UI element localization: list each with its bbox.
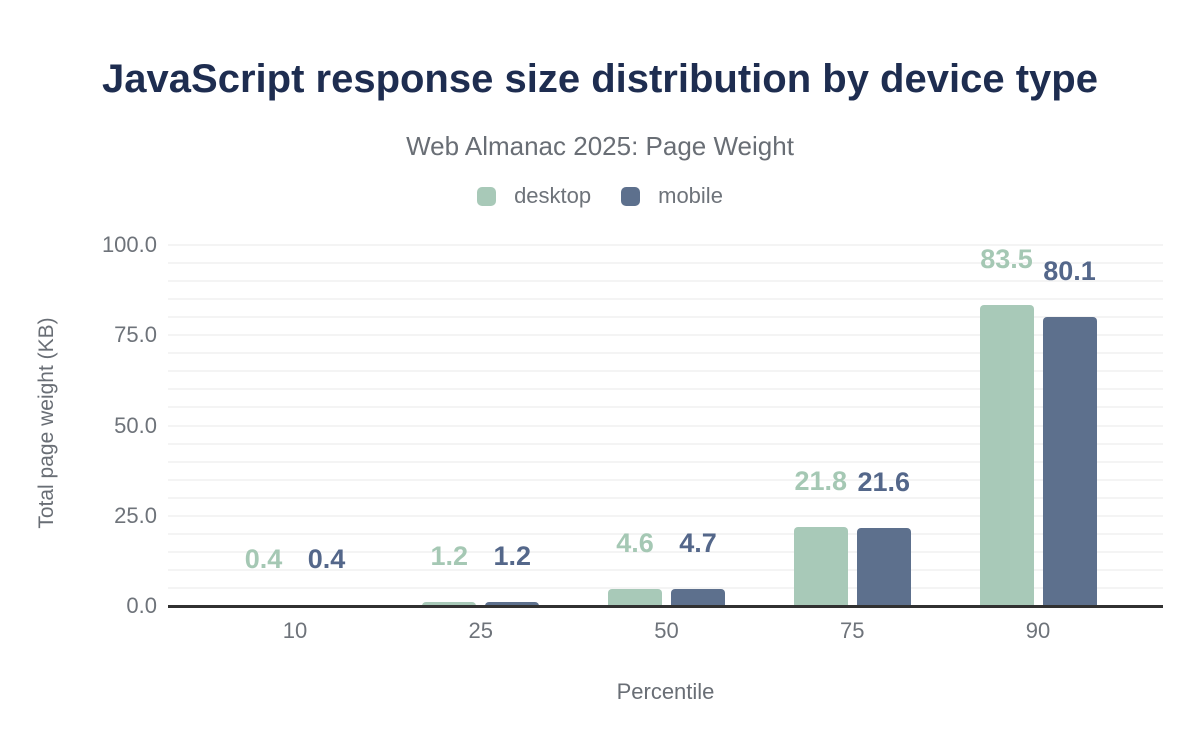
gridline-90: [168, 280, 1163, 283]
gridline-55: [168, 406, 1163, 409]
value-label-mobile-p90: 80.1: [1043, 255, 1096, 286]
desktop-series-swatch-icon: [477, 186, 497, 206]
gridline-25: [168, 514, 1163, 517]
y-axis-title: Total page weight (KB): [35, 317, 58, 529]
value-label-mobile-p50: 4.7: [679, 528, 717, 559]
bar-mobile-p90: [1042, 316, 1097, 606]
legend-label-mobile: mobile: [658, 183, 723, 208]
y-tick-label-25.0: 25.0: [114, 502, 157, 528]
gridline-80: [168, 316, 1163, 319]
gridline-20: [168, 532, 1163, 535]
bar-desktop-p90: [979, 304, 1034, 606]
value-label-mobile-p25: 1.2: [493, 540, 532, 571]
gridline-10: [168, 568, 1163, 571]
y-tick-label-100.0: 100.0: [101, 232, 157, 257]
bar-desktop-p50: [608, 589, 662, 606]
bar-desktop-p75: [793, 527, 848, 606]
bar-desktop-p25: [422, 601, 477, 606]
value-label-desktop-p25: 1.2: [430, 540, 469, 571]
y-tick-label-0.0: 0.0: [126, 593, 157, 618]
x-tick-label-75: 75: [840, 618, 865, 643]
bar-mobile-p50: [671, 589, 725, 606]
gridline-60: [168, 388, 1163, 391]
gridline-30: [168, 496, 1163, 499]
x-axis-title: Percentile: [616, 679, 715, 704]
chart-title: JavaScript response size distribution by…: [102, 56, 1098, 101]
gridline-45: [168, 442, 1163, 445]
x-tick-label-90: 90: [1025, 618, 1051, 643]
legend-item-desktop[interactable]: desktop: [477, 183, 591, 209]
gridline-85: [168, 298, 1163, 301]
chart-subtitle: Web Almanac 2025: Page Weight: [406, 131, 794, 161]
legend-label-desktop: desktop: [514, 183, 592, 208]
value-label-desktop-p90: 83.5: [980, 243, 1033, 274]
bar-mobile-p75: [856, 528, 911, 606]
gridline-15: [168, 550, 1163, 553]
gridline-75: [168, 334, 1163, 337]
y-tick-label-50.0: 50.0: [114, 412, 157, 438]
y-tick-label-75.0: 75.0: [114, 322, 157, 348]
gridline-40: [168, 460, 1163, 463]
legend-item-mobile[interactable]: mobile: [621, 183, 723, 209]
value-label-mobile-p75: 21.6: [857, 467, 911, 498]
value-label-desktop-p75: 21.8: [794, 466, 848, 497]
x-tick-label-10: 10: [282, 618, 308, 643]
value-label-mobile-p10: 0.4: [307, 543, 346, 574]
x-tick-label-50: 50: [654, 618, 679, 643]
mobile-series-swatch-icon: [621, 186, 641, 206]
gridline-35: [168, 478, 1163, 481]
gridline-50: [168, 424, 1163, 427]
chart-legend: desktop mobile: [0, 183, 1200, 209]
gridline-65: [168, 370, 1163, 373]
x-axis-line: [168, 604, 1163, 608]
value-label-desktop-p10: 0.4: [244, 543, 283, 574]
x-tick-label-25: 25: [468, 618, 493, 643]
bar-mobile-p25: [485, 601, 540, 606]
gridline-100: [168, 244, 1163, 246]
gridline-95: [168, 262, 1163, 265]
gridline-5: [168, 586, 1163, 589]
value-label-desktop-p50: 4.6: [616, 528, 654, 559]
gridline-70: [168, 352, 1163, 355]
